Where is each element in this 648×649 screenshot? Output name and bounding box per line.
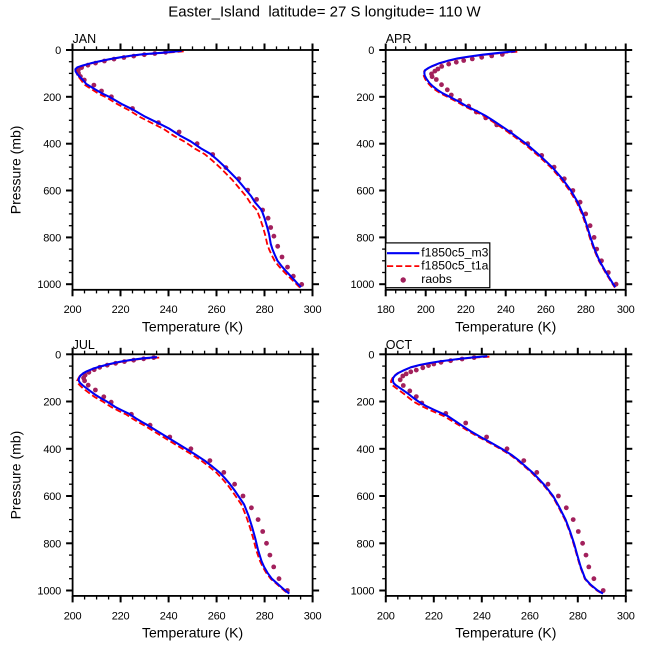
svg-text:240: 240 xyxy=(473,610,491,622)
svg-text:200: 200 xyxy=(64,304,82,316)
svg-text:400: 400 xyxy=(356,139,374,151)
svg-text:f1850c5_m3: f1850c5_m3 xyxy=(421,245,488,259)
svg-text:OCT: OCT xyxy=(386,338,413,352)
svg-text:300: 300 xyxy=(617,610,635,622)
svg-text:260: 260 xyxy=(208,610,226,622)
svg-text:Temperature (K): Temperature (K) xyxy=(142,318,243,334)
svg-text:800: 800 xyxy=(357,538,375,550)
svg-text:600: 600 xyxy=(356,186,374,198)
svg-text:260: 260 xyxy=(208,304,226,316)
svg-text:1000: 1000 xyxy=(37,279,61,291)
svg-text:400: 400 xyxy=(357,444,375,456)
svg-text:0: 0 xyxy=(55,349,61,361)
svg-text:200: 200 xyxy=(43,397,61,409)
svg-text:Pressure (mb): Pressure (mb) xyxy=(7,431,23,520)
svg-text:300: 300 xyxy=(304,610,322,622)
svg-text:600: 600 xyxy=(357,491,375,503)
svg-text:220: 220 xyxy=(112,610,130,622)
svg-text:200: 200 xyxy=(64,610,82,622)
svg-text:600: 600 xyxy=(43,491,61,503)
svg-text:280: 280 xyxy=(569,610,587,622)
svg-text:Temperature (K): Temperature (K) xyxy=(455,625,556,641)
svg-text:400: 400 xyxy=(43,444,61,456)
svg-text:800: 800 xyxy=(43,538,61,550)
svg-text:Pressure (mb): Pressure (mb) xyxy=(7,126,23,215)
svg-text:180: 180 xyxy=(377,304,395,316)
svg-text:Temperature (K): Temperature (K) xyxy=(142,625,243,641)
svg-text:600: 600 xyxy=(43,186,61,198)
svg-text:JAN: JAN xyxy=(73,32,97,46)
svg-text:220: 220 xyxy=(425,610,443,622)
svg-text:260: 260 xyxy=(537,304,555,316)
svg-text:280: 280 xyxy=(577,304,595,316)
svg-text:400: 400 xyxy=(43,139,61,151)
svg-text:200: 200 xyxy=(417,304,435,316)
svg-text:800: 800 xyxy=(43,232,61,244)
svg-text:200: 200 xyxy=(43,92,61,104)
svg-text:200: 200 xyxy=(357,397,375,409)
svg-text:1000: 1000 xyxy=(351,586,375,598)
svg-text:300: 300 xyxy=(617,304,635,316)
svg-text:220: 220 xyxy=(112,304,130,316)
svg-text:0: 0 xyxy=(55,45,61,57)
svg-text:200: 200 xyxy=(377,610,395,622)
svg-text:1000: 1000 xyxy=(351,279,375,291)
svg-text:Temperature (K): Temperature (K) xyxy=(455,318,556,334)
svg-text:220: 220 xyxy=(457,304,475,316)
svg-text:0: 0 xyxy=(368,349,374,361)
svg-text:240: 240 xyxy=(160,610,178,622)
svg-text:0: 0 xyxy=(368,45,374,57)
svg-text:800: 800 xyxy=(356,232,374,244)
svg-text:300: 300 xyxy=(304,304,322,316)
svg-text:240: 240 xyxy=(160,304,178,316)
svg-text:280: 280 xyxy=(256,610,274,622)
svg-text:240: 240 xyxy=(497,304,515,316)
svg-text:200: 200 xyxy=(356,92,374,104)
svg-text:JUL: JUL xyxy=(73,338,95,352)
svg-text:280: 280 xyxy=(256,304,274,316)
svg-text:raobs: raobs xyxy=(421,272,452,286)
svg-text:1000: 1000 xyxy=(37,586,61,598)
svg-text:f1850c5_t1a: f1850c5_t1a xyxy=(421,258,488,272)
svg-text:Easter_Island latitude= 27 S: Easter_Island latitude= 27 S longitude= … xyxy=(168,4,481,21)
svg-text:260: 260 xyxy=(521,610,539,622)
svg-text:APR: APR xyxy=(386,32,412,46)
